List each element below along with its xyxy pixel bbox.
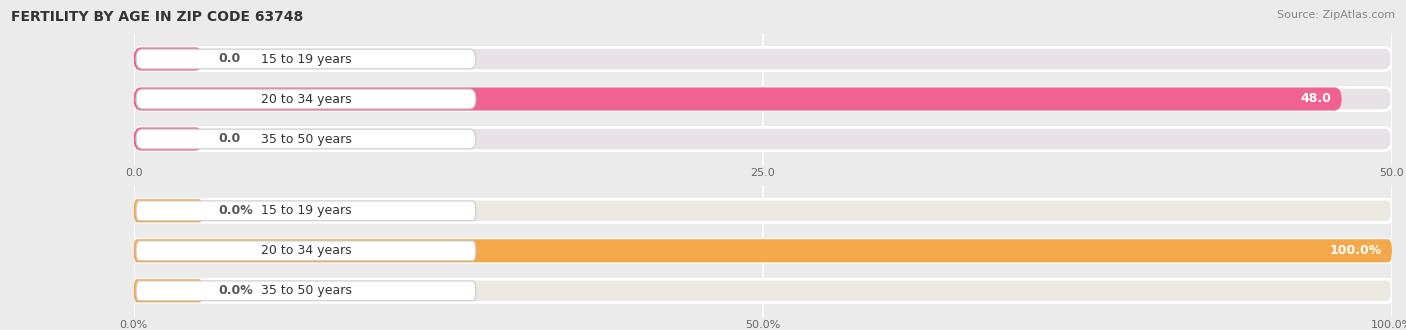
Text: 20 to 34 years: 20 to 34 years xyxy=(260,244,352,257)
Text: 35 to 50 years: 35 to 50 years xyxy=(260,284,352,297)
FancyBboxPatch shape xyxy=(136,241,475,261)
FancyBboxPatch shape xyxy=(134,199,202,222)
Text: 0.0%: 0.0% xyxy=(218,204,253,217)
FancyBboxPatch shape xyxy=(134,127,1392,150)
Text: 0.0%: 0.0% xyxy=(218,284,253,297)
Text: 48.0: 48.0 xyxy=(1301,92,1331,106)
FancyBboxPatch shape xyxy=(134,239,1392,262)
FancyBboxPatch shape xyxy=(134,48,1392,71)
FancyBboxPatch shape xyxy=(136,201,475,221)
FancyBboxPatch shape xyxy=(134,48,202,71)
Text: FERTILITY BY AGE IN ZIP CODE 63748: FERTILITY BY AGE IN ZIP CODE 63748 xyxy=(11,10,304,24)
FancyBboxPatch shape xyxy=(134,279,1392,302)
Text: 100.0%: 100.0% xyxy=(1330,244,1382,257)
FancyBboxPatch shape xyxy=(134,199,1392,222)
Text: Source: ZipAtlas.com: Source: ZipAtlas.com xyxy=(1277,10,1395,20)
Text: 20 to 34 years: 20 to 34 years xyxy=(260,92,352,106)
FancyBboxPatch shape xyxy=(136,89,475,109)
FancyBboxPatch shape xyxy=(134,87,1392,111)
FancyBboxPatch shape xyxy=(134,239,1392,262)
FancyBboxPatch shape xyxy=(134,279,202,302)
FancyBboxPatch shape xyxy=(136,49,475,69)
Text: 35 to 50 years: 35 to 50 years xyxy=(260,133,352,146)
FancyBboxPatch shape xyxy=(136,129,475,149)
Text: 0.0: 0.0 xyxy=(218,52,240,65)
Text: 15 to 19 years: 15 to 19 years xyxy=(260,52,352,65)
FancyBboxPatch shape xyxy=(134,87,1341,111)
FancyBboxPatch shape xyxy=(136,281,475,301)
FancyBboxPatch shape xyxy=(134,127,202,150)
Text: 0.0: 0.0 xyxy=(218,133,240,146)
Text: 15 to 19 years: 15 to 19 years xyxy=(260,204,352,217)
